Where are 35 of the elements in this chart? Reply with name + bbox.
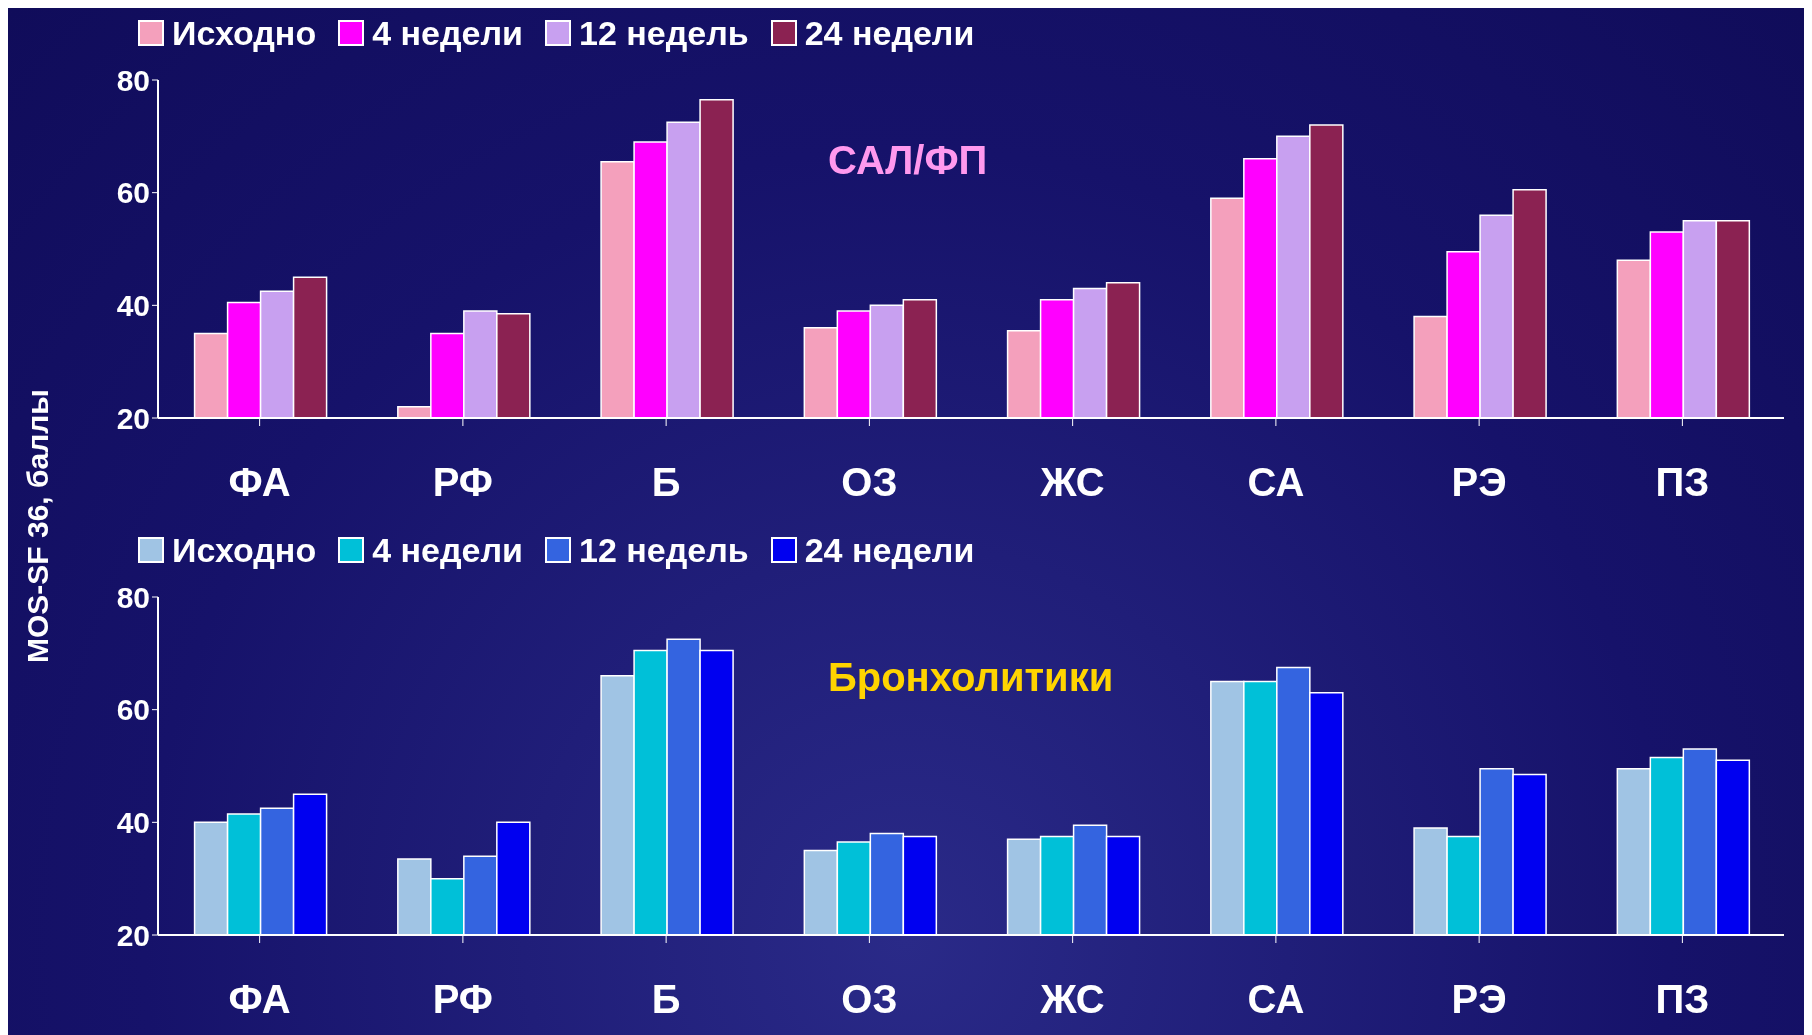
y-tick-label: 80 bbox=[116, 63, 150, 97]
annotation: Бронхолитики bbox=[828, 655, 1114, 700]
x-tick-label: РФ bbox=[432, 460, 494, 505]
x-tick-label: ПЗ bbox=[1655, 460, 1710, 505]
legend-label: 4 недели bbox=[372, 530, 523, 570]
legend-label: 4 недели bbox=[372, 13, 523, 53]
legend-label: Исходно bbox=[172, 13, 317, 53]
x-tick-label: ОЗ bbox=[841, 460, 898, 505]
y-tick-label: 20 bbox=[116, 401, 150, 435]
y-tick-label: 80 bbox=[116, 580, 150, 614]
x-tick-label: ОЗ bbox=[841, 977, 898, 1022]
x-tick-label: ПЗ bbox=[1655, 977, 1710, 1022]
x-tick-label: СА bbox=[1247, 460, 1305, 505]
y-tick-label: 20 bbox=[116, 918, 150, 952]
x-tick-label: ФА bbox=[228, 460, 291, 505]
legend-label: 12 недель bbox=[578, 530, 749, 570]
x-tick-label: СА bbox=[1247, 977, 1305, 1022]
annotation: САЛ/ФП bbox=[828, 138, 988, 183]
y-tick-label: 40 bbox=[116, 288, 150, 322]
y-tick-label: 60 bbox=[116, 176, 150, 210]
x-tick-label: Б bbox=[651, 977, 681, 1022]
x-tick-label: РЭ bbox=[1451, 460, 1507, 505]
legend-label: 12 недель bbox=[578, 13, 749, 53]
y-tick-label: 60 bbox=[116, 693, 150, 727]
x-tick-label: РФ bbox=[432, 977, 494, 1022]
y-tick-label: 40 bbox=[116, 805, 150, 839]
legend-label: Исходно bbox=[172, 530, 317, 570]
x-tick-label: ФА bbox=[228, 977, 291, 1022]
x-tick-label: Б bbox=[651, 460, 681, 505]
legend-label: 24 недели bbox=[804, 13, 975, 53]
x-tick-label: ЖС bbox=[1039, 977, 1105, 1022]
x-tick-label: РЭ bbox=[1451, 977, 1507, 1022]
y-axis-title: MOS-SF 36, баллы bbox=[21, 388, 55, 663]
legend-label: 24 недели bbox=[804, 530, 975, 570]
x-tick-label: ЖС bbox=[1039, 460, 1105, 505]
